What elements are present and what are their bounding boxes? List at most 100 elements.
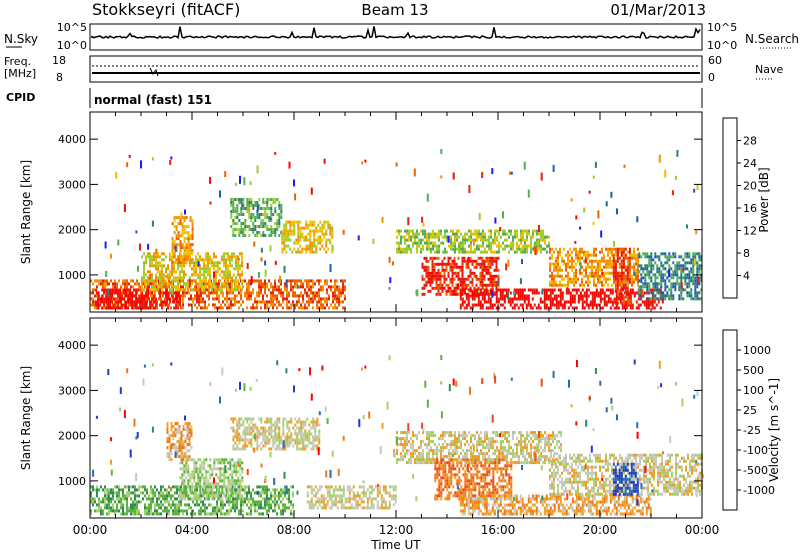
heatmap-cell (292, 303, 294, 307)
heatmap-cell (497, 268, 500, 272)
heatmap-cell (544, 238, 546, 242)
heatmap-cell (258, 282, 260, 286)
heatmap-cell (133, 303, 136, 307)
heatmap-cell (278, 204, 281, 207)
heatmap-cell (526, 229, 528, 233)
heatmap-cell (226, 291, 228, 295)
heatmap-cell (212, 509, 214, 513)
heatmap-cell (191, 482, 194, 486)
heatmap-cell (585, 268, 587, 272)
heatmap-cell (244, 279, 246, 283)
heatmap-cell (640, 291, 643, 295)
heatmap-cell (264, 216, 267, 219)
heatmap-cell (464, 250, 466, 254)
heatmap-cell (175, 228, 178, 232)
heatmap-cell (200, 291, 202, 295)
heatmap-cell (145, 255, 147, 259)
heatmap-cell (648, 264, 651, 268)
heatmap-cell (433, 265, 436, 269)
heatmap-cell (513, 297, 516, 301)
heatmap-cell (116, 509, 118, 513)
heatmap-cell (182, 306, 184, 310)
heatmap-cell (258, 288, 260, 292)
heatmap-cell (106, 512, 108, 516)
heatmap-cell (581, 297, 584, 301)
heatmap-cell (126, 512, 128, 516)
heatmap-cell (189, 458, 192, 462)
heatmap-cell (160, 500, 162, 504)
heatmap-cell (504, 232, 506, 236)
heatmap-cell (672, 270, 675, 274)
heatmap-cell (274, 234, 277, 237)
heatmap-cell (274, 288, 276, 292)
heatmap-cell (260, 257, 263, 262)
heatmap-cell (177, 222, 180, 226)
heatmap-cell (183, 497, 186, 501)
heatmap-cell (237, 261, 239, 265)
heatmap-cell (137, 265, 139, 272)
heatmap-cell (674, 264, 677, 268)
heatmap-cell (232, 219, 235, 222)
heatmap-cell (203, 467, 206, 471)
heatmap-cell (674, 255, 677, 259)
heatmap-cell (283, 247, 286, 251)
heatmap-cell (471, 259, 474, 263)
heatmap-cell (101, 300, 104, 304)
heatmap-cell (190, 303, 192, 307)
heatmap-cell (223, 479, 226, 483)
heatmap-cell (297, 226, 300, 230)
heatmap-cell (137, 300, 140, 304)
heatmap-cell (522, 250, 524, 254)
heatmap-cell (551, 300, 554, 304)
heatmap-cell (140, 291, 142, 295)
heatmap-cell (221, 270, 223, 274)
heatmap-cell (666, 261, 669, 265)
heatmap-cell (450, 244, 452, 248)
heatmap-cell (191, 473, 194, 477)
heatmap-cell (115, 288, 118, 292)
heatmap-cell (308, 282, 310, 286)
heatmap-cell (166, 488, 168, 492)
heatmap-cell (573, 247, 575, 251)
heatmap-cell (398, 229, 400, 233)
heatmap-cell (141, 291, 144, 295)
heatmap-cell (196, 503, 198, 507)
heatmap-cell (462, 244, 464, 248)
heatmap-cell (291, 223, 294, 227)
heatmap-cell (108, 506, 110, 510)
heatmap-cell (631, 303, 634, 307)
heatmap-cell (429, 274, 432, 278)
heatmap-cell (120, 512, 122, 516)
heatmap-cell (166, 509, 168, 513)
heatmap-cell (361, 161, 364, 165)
heatmap-cell (94, 509, 96, 513)
heatmap-cell (233, 482, 236, 486)
heatmap-cell (284, 491, 286, 495)
heatmap-cell (583, 253, 585, 257)
heatmap-cell (116, 485, 118, 489)
heatmap-cell (597, 262, 599, 266)
heatmap-cell (452, 172, 455, 180)
heatmap-cell (229, 497, 232, 501)
heatmap-cell (536, 229, 538, 233)
heatmap-cell (174, 503, 176, 507)
heatmap-cell (280, 509, 282, 513)
heatmap-cell (421, 286, 424, 290)
heatmap-cell (185, 237, 188, 241)
heatmap-cell (181, 476, 184, 480)
heatmap-cell (147, 297, 150, 301)
heatmap-cell (238, 201, 241, 204)
heatmap-cell (553, 268, 555, 272)
heatmap-cell (272, 488, 274, 492)
heatmap-cell (264, 503, 266, 507)
heatmap-cell (324, 300, 326, 304)
heatmap-cell (597, 259, 599, 263)
heatmap-cell (242, 285, 244, 289)
heatmap-cell (336, 288, 338, 292)
heatmap-cell (307, 232, 310, 236)
heatmap-cell (522, 232, 524, 236)
heatmap-cell (585, 256, 587, 260)
heatmap-cell (438, 235, 440, 239)
heatmap-cell (223, 482, 226, 486)
heatmap-cell (177, 279, 179, 283)
